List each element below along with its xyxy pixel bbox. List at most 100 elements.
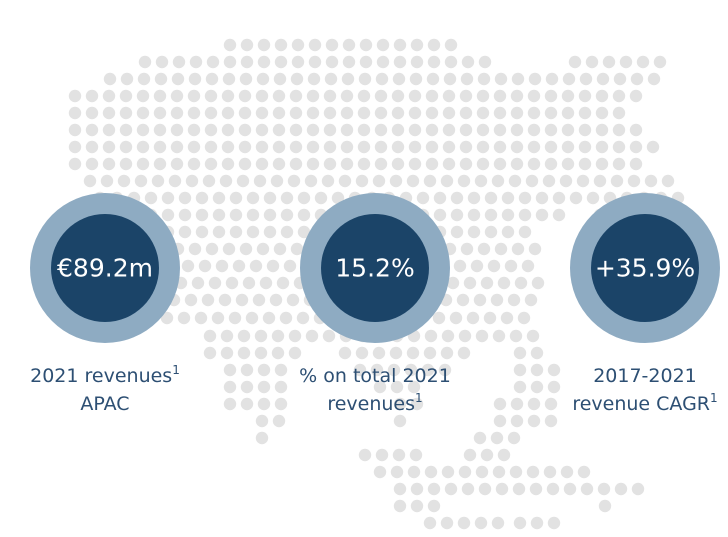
- map-dot: [220, 346, 234, 360]
- kpi-value: +35.9%: [595, 254, 695, 283]
- map-dot: [249, 259, 263, 273]
- map-dot: [286, 293, 300, 307]
- map-dot: [552, 191, 566, 205]
- map-dot: [357, 140, 371, 154]
- map-dot: [602, 55, 616, 69]
- map-dot: [85, 157, 99, 171]
- map-dot: [204, 123, 218, 137]
- map-dot: [238, 89, 252, 103]
- map-dot: [102, 157, 116, 171]
- map-dot: [117, 174, 131, 188]
- map-dot: [493, 397, 507, 411]
- map-dot: [188, 242, 202, 256]
- map-dot: [595, 106, 609, 120]
- map-dot: [153, 106, 167, 120]
- map-dot: [257, 397, 271, 411]
- map-dot: [410, 38, 424, 52]
- map-dot: [289, 157, 303, 171]
- map-dot: [185, 174, 199, 188]
- map-dot: [323, 106, 337, 120]
- map-dot: [178, 191, 192, 205]
- map-dot: [297, 225, 311, 239]
- map-dot: [297, 191, 311, 205]
- map-dot: [373, 380, 387, 394]
- map-dot: [513, 380, 527, 394]
- map-dot: [257, 55, 271, 69]
- map-dot: [476, 157, 490, 171]
- map-dot: [440, 174, 454, 188]
- map-dot: [425, 106, 439, 120]
- kpi-core: [51, 214, 159, 322]
- map-dot: [355, 174, 369, 188]
- map-dot: [530, 380, 544, 394]
- kpi-caption: 2017-2021: [593, 365, 697, 387]
- map-dot: [525, 174, 539, 188]
- map-dot: [390, 465, 404, 479]
- map-dot: [256, 72, 270, 86]
- map-dot: [270, 174, 284, 188]
- map-dot: [544, 106, 558, 120]
- map-dot: [256, 242, 270, 256]
- map-dot: [160, 311, 174, 325]
- map-dot: [535, 208, 549, 222]
- map-dot: [530, 346, 544, 360]
- map-dot: [357, 157, 371, 171]
- map-dot: [546, 482, 560, 496]
- map-dot: [476, 106, 490, 120]
- map-dot: [252, 293, 266, 307]
- map-dot: [612, 106, 626, 120]
- map-dot: [619, 55, 633, 69]
- map-dot: [223, 55, 237, 69]
- map-dot: [442, 140, 456, 154]
- map-dot: [188, 72, 202, 86]
- map-dot: [459, 89, 473, 103]
- map-dot: [629, 140, 643, 154]
- map-dot: [636, 55, 650, 69]
- map-dot: [450, 191, 464, 205]
- map-dot: [325, 55, 339, 69]
- map-dot: [653, 55, 667, 69]
- map-dot: [221, 89, 235, 103]
- map-dot: [170, 157, 184, 171]
- map-dot: [432, 311, 446, 325]
- map-dot: [257, 363, 271, 377]
- map-dot: [595, 140, 609, 154]
- map-dot: [392, 448, 406, 462]
- map-dot: [155, 55, 169, 69]
- map-dot: [391, 106, 405, 120]
- map-dot: [255, 89, 269, 103]
- map-dot: [138, 55, 152, 69]
- map-dot: [442, 89, 456, 103]
- map-dot: [610, 174, 624, 188]
- map-dot: [493, 89, 507, 103]
- map-dot: [178, 208, 192, 222]
- map-dot: [425, 140, 439, 154]
- map-dot: [194, 311, 208, 325]
- map-dot: [289, 140, 303, 154]
- map-dot: [490, 431, 504, 445]
- map-dot: [153, 157, 167, 171]
- map-dot: [501, 191, 515, 205]
- map-dot: [559, 174, 573, 188]
- kpi-caption: 2021 revenues1: [30, 363, 180, 387]
- map-dot: [289, 106, 303, 120]
- map-dot: [357, 89, 371, 103]
- map-dot: [461, 482, 475, 496]
- map-dot: [306, 89, 320, 103]
- map-dot: [517, 311, 531, 325]
- map-dot: [340, 157, 354, 171]
- map-dot: [240, 38, 254, 52]
- map-dot: [459, 157, 473, 171]
- map-dot: [561, 157, 575, 171]
- map-dot: [237, 329, 251, 343]
- map-dot: [408, 157, 422, 171]
- map-dot: [280, 225, 294, 239]
- map-dot: [359, 55, 373, 69]
- map-dot: [493, 106, 507, 120]
- map-dot: [136, 89, 150, 103]
- map-dot: [529, 482, 543, 496]
- kpi-caption: % on total 2021: [299, 365, 451, 387]
- map-dot: [521, 259, 535, 273]
- map-dot: [526, 329, 540, 343]
